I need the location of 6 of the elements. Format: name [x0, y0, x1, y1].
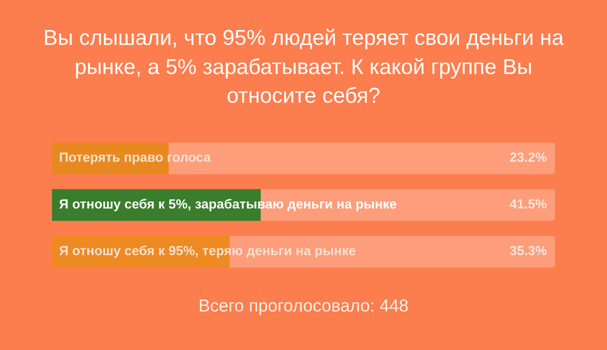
y-tick-label: Я отношу себя к 95%, теряю деньги на рынке [59, 245, 356, 258]
data-label: 35.3% [510, 246, 547, 256]
data-label: 41.5% [510, 199, 547, 209]
text: Всего проголосовало: 448 [200, 299, 408, 316]
chart-title: Вы слышали, что 95% людей теряет свои деньги на рынке, а 5% зарабатывает. К какой группе Вы относите себя? [45, 28, 564, 103]
data-label: 23.2% [510, 152, 547, 162]
